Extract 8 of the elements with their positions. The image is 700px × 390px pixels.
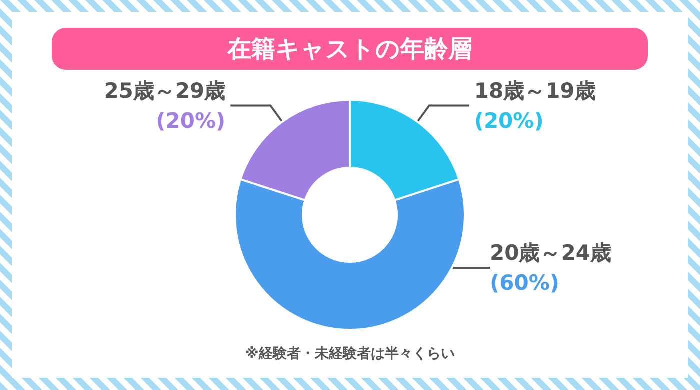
text: ※経験者・未経験者は半々くらい: [244, 345, 456, 363]
slice-label: 25歳～29歳: [104, 78, 226, 103]
slice-label: 18歳～19歳: [474, 78, 596, 103]
data-label: (20%): [474, 108, 544, 133]
slice-label: 20歳～24歳: [490, 241, 612, 265]
data-label: (60%): [490, 271, 560, 295]
chart-title: 在籍キャストの年齢層: [52, 28, 648, 70]
data-label: (20%): [156, 108, 226, 133]
